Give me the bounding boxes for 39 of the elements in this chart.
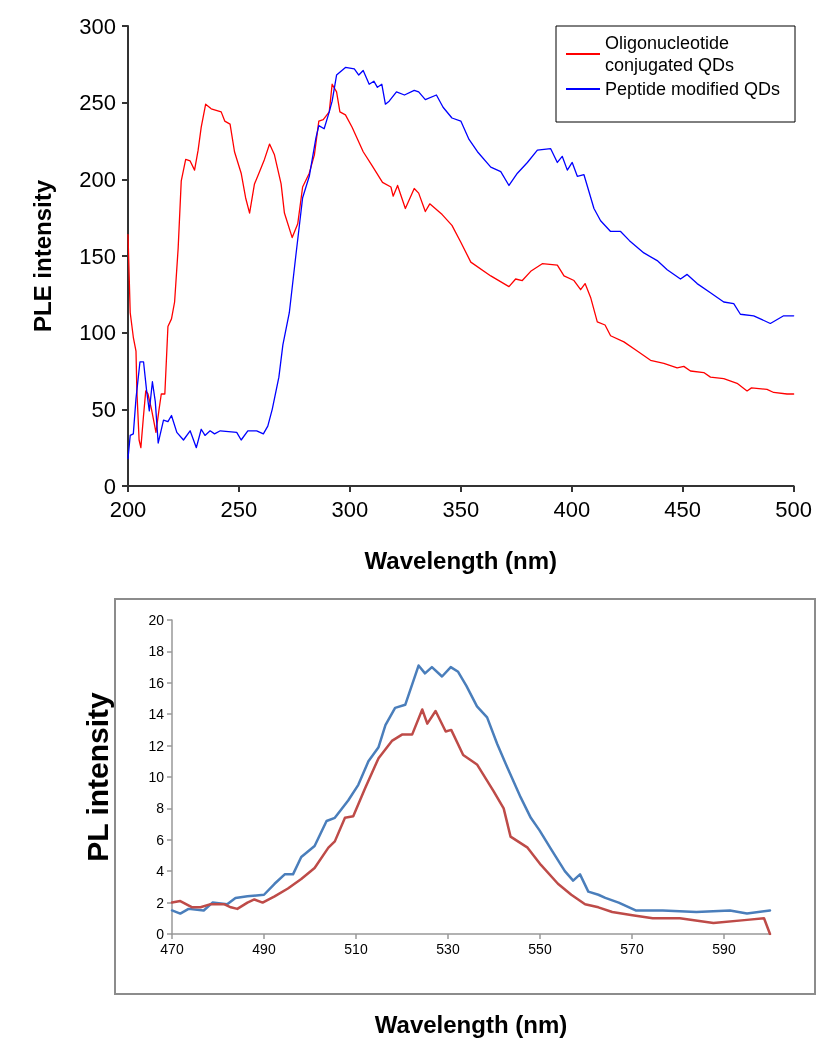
- y-tick-label: 18: [148, 643, 165, 660]
- y-tick-label: 0: [103, 473, 116, 499]
- x-tick-label: 400: [553, 496, 591, 522]
- x-tick-label: 490: [252, 941, 276, 957]
- y-tick-label: 0: [156, 926, 165, 942]
- y-tick-label: 300: [79, 13, 116, 39]
- y-tick-label: 8: [156, 800, 165, 817]
- x-tick-label: 510: [344, 941, 368, 957]
- x-tick-label: 450: [664, 496, 702, 522]
- y-tick-label: 10: [148, 769, 165, 785]
- x-tick-label: 550: [528, 941, 552, 957]
- y-tick-label: 6: [156, 831, 165, 848]
- y-tick-label: 50: [91, 396, 116, 422]
- y-axis-title: PLE intensity: [28, 179, 56, 333]
- y-tick-label: 250: [79, 90, 116, 116]
- x-tick-label: 470: [160, 941, 184, 957]
- line-series: [170, 664, 772, 915]
- y-axis-title: PL intensity: [80, 691, 114, 862]
- x-tick-label: 590: [712, 941, 736, 957]
- y-tick-label: 4: [156, 863, 165, 880]
- legend-label: Oligonucleotide conjugated QDs: [605, 33, 735, 75]
- y-tick-label: 2: [156, 894, 165, 911]
- x-tick-label: 500: [775, 496, 813, 522]
- y-tick-label: 100: [79, 320, 116, 346]
- x-tick-label: 250: [220, 496, 258, 522]
- x-axis-title: Wavelength (nm): [374, 1010, 568, 1038]
- y-tick-label: 200: [79, 166, 116, 192]
- y-tick-label: 20: [148, 612, 165, 628]
- y-tick-label: 14: [148, 706, 165, 723]
- x-axis-title: Wavelength (nm): [364, 546, 558, 574]
- x-tick-label: 530: [436, 941, 460, 957]
- x-tick-label: 200: [109, 496, 147, 522]
- y-tick-label: 12: [148, 737, 165, 754]
- y-tick-label: 150: [79, 243, 116, 269]
- x-tick-label: 350: [442, 496, 480, 522]
- x-tick-label: 300: [331, 496, 369, 522]
- legend-label: Peptide modified QDs: [605, 79, 781, 99]
- y-tick-label: 16: [148, 674, 165, 691]
- x-tick-label: 570: [620, 941, 644, 957]
